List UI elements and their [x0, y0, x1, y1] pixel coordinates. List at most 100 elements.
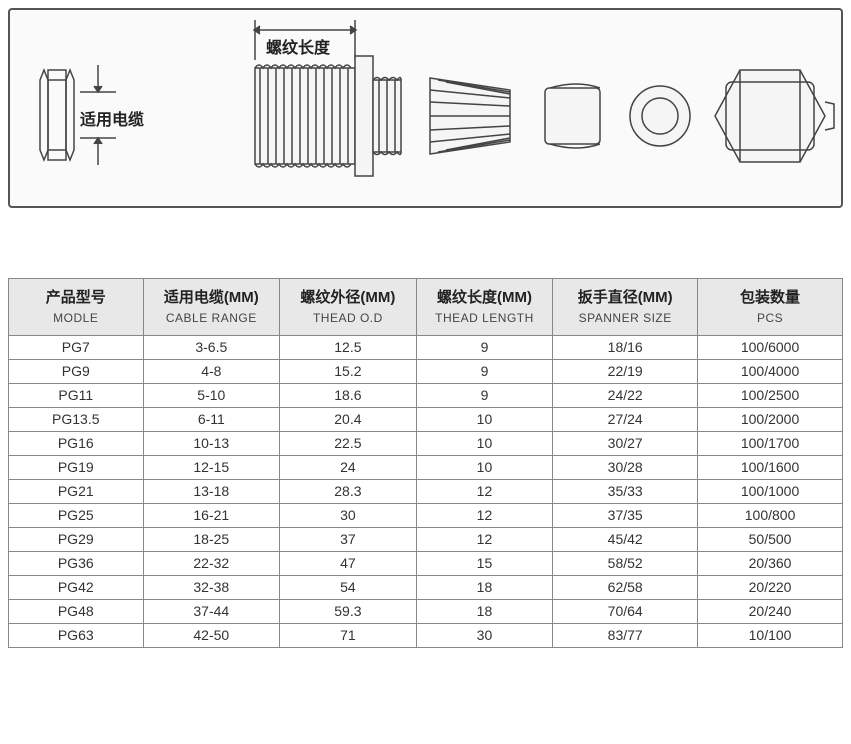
cell: PG9	[9, 359, 144, 383]
cell: 47	[280, 551, 417, 575]
cell: 6-11	[143, 407, 280, 431]
cell: PG29	[9, 527, 144, 551]
cell: 20/220	[698, 575, 843, 599]
col-header-cn: 螺纹长度(MM)	[421, 287, 549, 308]
cell: 22/19	[553, 359, 698, 383]
table-row: PG1610-1322.51030/27100/1700	[9, 431, 843, 455]
cell: 16-21	[143, 503, 280, 527]
cell: PG48	[9, 599, 144, 623]
cell: PG13.5	[9, 407, 144, 431]
cell: 100/1000	[698, 479, 843, 503]
cell: PG19	[9, 455, 144, 479]
col-header-0: 产品型号 MODLE	[9, 279, 144, 336]
cell: 58/52	[553, 551, 698, 575]
cell: 37	[280, 527, 417, 551]
cell: 4-8	[143, 359, 280, 383]
cell: 100/2500	[698, 383, 843, 407]
spec-table-head: 产品型号 MODLE 适用电缆(MM) CABLE RANGE 螺纹外径(MM) THEA…	[9, 279, 843, 336]
cap-nut	[715, 70, 834, 162]
cell: 22-32	[143, 551, 280, 575]
table-row: PG2918-25371245/4250/500	[9, 527, 843, 551]
diagram-panel: 适用电缆 螺纹长度	[8, 8, 843, 208]
cell: 18	[416, 575, 553, 599]
cell: PG42	[9, 575, 144, 599]
cell: 20/240	[698, 599, 843, 623]
o-ring	[630, 86, 690, 146]
col-header-1: 适用电缆(MM) CABLE RANGE	[143, 279, 280, 336]
cell: PG63	[9, 623, 144, 647]
cell: 27/24	[553, 407, 698, 431]
cell: 30	[280, 503, 417, 527]
threaded-body	[255, 56, 401, 176]
cell: 100/2000	[698, 407, 843, 431]
table-row: PG115-1018.6924/22100/2500	[9, 383, 843, 407]
cell: 71	[280, 623, 417, 647]
nut-side-view	[40, 70, 74, 160]
cell: 100/4000	[698, 359, 843, 383]
cell: PG25	[9, 503, 144, 527]
col-header-cn: 适用电缆(MM)	[148, 287, 276, 308]
cell: 15	[416, 551, 553, 575]
col-header-en: THEAD LENGTH	[421, 310, 549, 327]
cell: 12.5	[280, 335, 417, 359]
col-header-en: PCS	[702, 310, 838, 327]
cell: 9	[416, 359, 553, 383]
cell: 24/22	[553, 383, 698, 407]
table-row: PG6342-50713083/7710/100	[9, 623, 843, 647]
cell: 10-13	[143, 431, 280, 455]
col-header-cn: 产品型号	[13, 287, 139, 308]
col-header-en: SPANNER SIZE	[557, 310, 693, 327]
cell: PG21	[9, 479, 144, 503]
cell: 10/100	[698, 623, 843, 647]
cell: 35/33	[553, 479, 698, 503]
cell: PG16	[9, 431, 144, 455]
cell: 70/64	[553, 599, 698, 623]
label-thread-length: 螺纹长度	[266, 34, 330, 58]
cell: 3-6.5	[143, 335, 280, 359]
cell: 9	[416, 335, 553, 359]
table-row: PG73-6.512.5918/16100/6000	[9, 335, 843, 359]
cell: 18/16	[553, 335, 698, 359]
col-header-4: 扳手直径(MM) SPANNER SIZE	[553, 279, 698, 336]
cell: 50/500	[698, 527, 843, 551]
cell: 18.6	[280, 383, 417, 407]
cell: 42-50	[143, 623, 280, 647]
cell: 37-44	[143, 599, 280, 623]
table-row: PG2516-21301237/35100/800	[9, 503, 843, 527]
cell: 12	[416, 527, 553, 551]
cell: 32-38	[143, 575, 280, 599]
cell: 10	[416, 407, 553, 431]
cell: 83/77	[553, 623, 698, 647]
cell: 20/360	[698, 551, 843, 575]
cell: 45/42	[553, 527, 698, 551]
cell: 100/1600	[698, 455, 843, 479]
cell: 54	[280, 575, 417, 599]
cell: 12	[416, 503, 553, 527]
table-row: PG3622-32471558/5220/360	[9, 551, 843, 575]
col-header-cn: 扳手直径(MM)	[557, 287, 693, 308]
table-row: PG13.56-1120.41027/24100/2000	[9, 407, 843, 431]
cell: 100/800	[698, 503, 843, 527]
sleeve-claw	[430, 78, 510, 154]
table-row: PG2113-1828.31235/33100/1000	[9, 479, 843, 503]
cell: 30/27	[553, 431, 698, 455]
cell: 12	[416, 479, 553, 503]
cell: PG7	[9, 335, 144, 359]
col-header-en: CABLE RANGE	[148, 310, 276, 327]
col-header-cn: 螺纹外径(MM)	[284, 287, 412, 308]
cell: PG36	[9, 551, 144, 575]
cell: 100/1700	[698, 431, 843, 455]
cell: 30	[416, 623, 553, 647]
cell: 18	[416, 599, 553, 623]
col-header-3: 螺纹长度(MM) THEAD LENGTH	[416, 279, 553, 336]
cell: 15.2	[280, 359, 417, 383]
col-header-5: 包装数量PCS	[698, 279, 843, 336]
cell: 10	[416, 431, 553, 455]
spec-table-body: PG73-6.512.5918/16100/6000PG94-815.2922/…	[9, 335, 843, 647]
cell: 24	[280, 455, 417, 479]
cell: 5-10	[143, 383, 280, 407]
col-header-en: MODLE	[13, 310, 139, 327]
cell: 9	[416, 383, 553, 407]
cell: 100/6000	[698, 335, 843, 359]
cell: 13-18	[143, 479, 280, 503]
